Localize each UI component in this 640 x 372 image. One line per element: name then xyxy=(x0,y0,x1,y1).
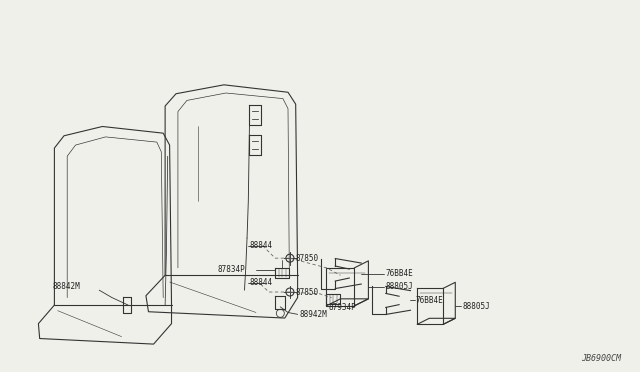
Text: 87850: 87850 xyxy=(296,254,319,263)
Text: 76BB4E: 76BB4E xyxy=(416,296,444,305)
Text: 88805J: 88805J xyxy=(385,282,413,291)
Text: 88942M: 88942M xyxy=(300,310,327,319)
Text: 88844: 88844 xyxy=(250,278,273,287)
Text: 88805J: 88805J xyxy=(462,302,490,311)
Text: JB6900CM: JB6900CM xyxy=(581,355,621,363)
Text: 76BB4E: 76BB4E xyxy=(385,269,413,278)
Text: 87934P: 87934P xyxy=(329,303,356,312)
Text: 87850: 87850 xyxy=(296,288,319,296)
Text: 88842M: 88842M xyxy=(52,282,80,291)
Text: 88844: 88844 xyxy=(250,241,273,250)
Text: 87834P: 87834P xyxy=(218,265,245,274)
